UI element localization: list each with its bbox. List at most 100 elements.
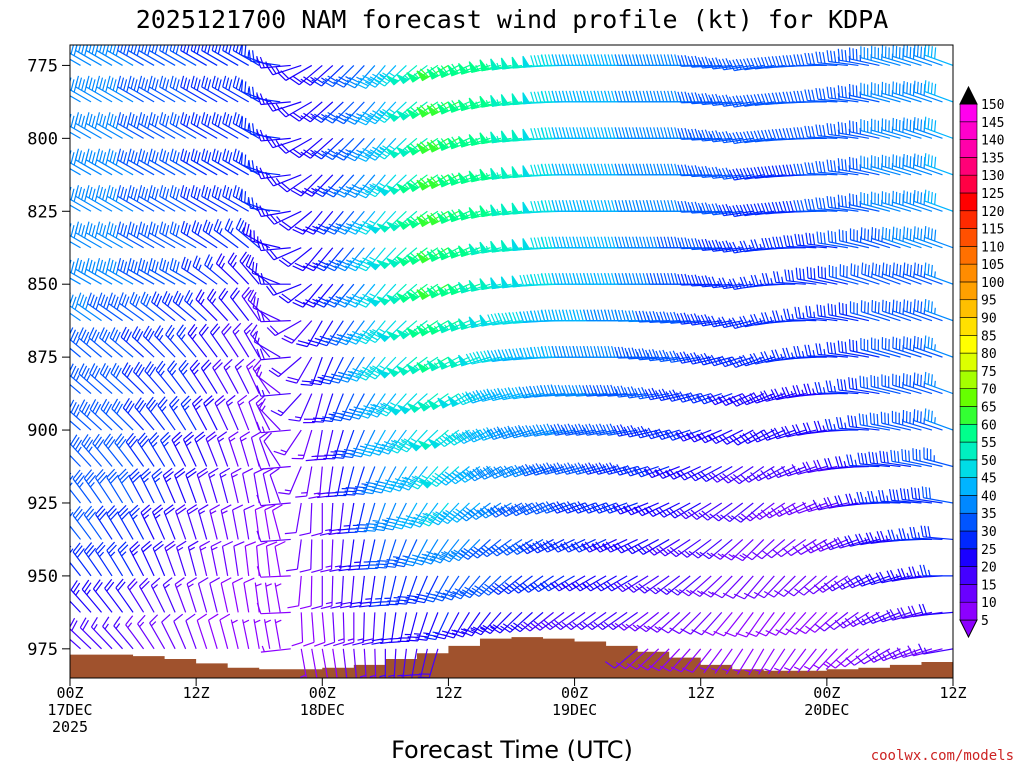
barb-full xyxy=(338,375,350,380)
wind-barb xyxy=(602,538,638,553)
barb-full xyxy=(54,440,60,450)
barb-full xyxy=(313,301,325,308)
barb-full xyxy=(58,400,63,410)
barb-half xyxy=(400,439,407,443)
barb-full xyxy=(514,542,524,552)
wind-barb xyxy=(76,292,102,322)
barb-full xyxy=(346,116,358,123)
barb-half xyxy=(265,209,269,216)
barb-full xyxy=(106,112,111,124)
barb-full xyxy=(232,185,237,197)
wind-barb xyxy=(256,239,291,252)
barb-full xyxy=(317,296,329,303)
barb-full xyxy=(269,175,278,186)
barb-full xyxy=(91,79,96,91)
barb-staff xyxy=(70,101,71,102)
barb-staff xyxy=(260,247,291,252)
barb-full xyxy=(525,541,534,551)
barb-staff xyxy=(428,648,439,678)
barb-full xyxy=(533,620,544,629)
barb-full xyxy=(207,152,212,164)
barb-full xyxy=(383,565,396,568)
barb-staff xyxy=(242,619,250,649)
barb-full xyxy=(175,293,182,304)
barb-full xyxy=(430,516,442,523)
barb-half xyxy=(86,374,91,382)
barb-half xyxy=(317,376,324,379)
barb-full xyxy=(369,185,381,193)
barb-flag xyxy=(522,55,531,68)
barb-staff xyxy=(127,195,155,212)
barb-full xyxy=(222,45,225,51)
wind-barb xyxy=(291,429,313,460)
barb-full xyxy=(153,293,160,305)
barb-full xyxy=(555,200,560,212)
barb-staff xyxy=(171,439,187,467)
barb-full xyxy=(117,148,122,160)
barb-full xyxy=(95,45,99,51)
barb-staff xyxy=(137,623,155,650)
wind-barb xyxy=(288,393,313,422)
wind-barb xyxy=(70,399,92,431)
barb-full xyxy=(140,580,150,590)
barb-full xyxy=(640,425,648,437)
barb-full xyxy=(154,261,159,273)
barb-full xyxy=(339,605,352,609)
barb-full xyxy=(466,511,477,520)
barb-full xyxy=(585,384,591,397)
barb-staff xyxy=(222,195,250,212)
barb-full xyxy=(569,127,574,139)
barb-full xyxy=(565,90,570,103)
wind-barb xyxy=(214,395,229,431)
barb-full xyxy=(563,463,571,474)
barb-full xyxy=(50,116,53,127)
barb-staff xyxy=(75,195,102,212)
barb-full xyxy=(138,185,143,197)
barb-full xyxy=(419,177,429,187)
barb-full xyxy=(649,200,654,212)
barb-full xyxy=(530,622,541,631)
barb-full xyxy=(162,577,173,586)
barb-half xyxy=(335,222,342,227)
barb-staff xyxy=(75,268,102,285)
barb-staff xyxy=(110,372,134,395)
wind-barb xyxy=(164,540,176,577)
barb-full xyxy=(645,311,651,323)
barb-full xyxy=(164,471,174,480)
barb-staff xyxy=(187,333,208,358)
barb-half xyxy=(356,113,363,117)
wind-barb xyxy=(256,421,291,434)
barb-full xyxy=(313,150,325,158)
barb-full xyxy=(378,407,390,414)
barb-full xyxy=(138,45,141,51)
barb-staff xyxy=(644,575,670,594)
barb-full xyxy=(127,75,132,88)
barb-flag xyxy=(468,207,479,219)
barb-half xyxy=(325,528,332,532)
barb-full xyxy=(141,259,146,272)
barb-staff xyxy=(524,465,554,477)
wind-barb xyxy=(70,472,81,504)
barb-full xyxy=(369,76,381,83)
barb-staff xyxy=(223,366,239,394)
barb-full xyxy=(208,223,214,235)
barb-staff xyxy=(125,441,145,467)
barb-full xyxy=(118,438,127,449)
wind-barb xyxy=(314,429,334,461)
barb-staff xyxy=(70,347,81,358)
barb-staff xyxy=(125,624,145,650)
barb-full xyxy=(459,472,469,481)
barb-half xyxy=(345,295,353,300)
barb-staff xyxy=(597,465,628,475)
barb-staff xyxy=(381,466,397,494)
barb-full xyxy=(361,408,373,413)
barb-staff xyxy=(356,502,365,533)
barb-full xyxy=(130,223,135,235)
barb-half xyxy=(403,111,410,117)
barb-staff xyxy=(216,438,229,467)
barb-staff xyxy=(577,502,607,514)
barb-staff xyxy=(631,538,659,555)
barb-staff xyxy=(191,230,218,249)
wind-barb xyxy=(333,137,365,161)
barb-staff xyxy=(106,195,134,212)
